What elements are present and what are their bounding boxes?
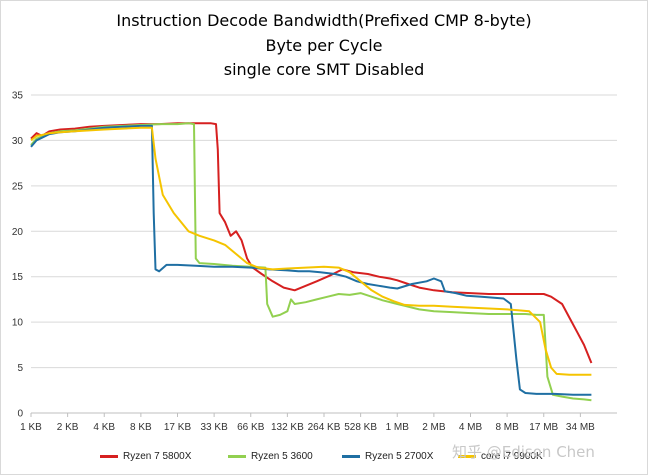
legend-swatch: [342, 454, 360, 458]
x-tick-label: 34 MB: [566, 422, 595, 433]
legend-swatch: [458, 454, 476, 458]
x-tick-label: 66 KB: [237, 422, 265, 433]
watermark: 知乎 @Edison Chen: [452, 443, 595, 461]
x-tick-label: 1 MB: [386, 422, 410, 433]
y-tick-label: 30: [12, 136, 24, 147]
legend-item: core i7 9900K: [458, 446, 543, 466]
x-tick-label: 132 KB: [271, 422, 304, 433]
x-tick-label: 4 KB: [93, 422, 115, 433]
legend-label: Ryzen 5 2700X: [365, 450, 434, 462]
series-line: [30, 124, 592, 396]
legend-item: Ryzen 7 5800X: [100, 446, 191, 466]
x-tick-label: 4 MB: [459, 422, 483, 433]
y-tick-label: 15: [12, 272, 24, 283]
chart-subtitle-config: single core SMT Disabled: [223, 60, 425, 79]
x-tick-label: 33 KB: [201, 422, 229, 433]
x-tick-label: 17 KB: [164, 422, 192, 433]
legend-label: core i7 9900K: [481, 450, 543, 462]
series-line: [30, 122, 592, 402]
chart-legend: Ryzen 7 5800X Ryzen 5 3600 Ryzen 5 2700X co…: [0, 446, 648, 466]
x-tick-label: 8 MB: [495, 422, 519, 433]
series-line: [30, 126, 592, 376]
x-tick-label: 17 MB: [529, 422, 558, 433]
legend-swatch: [228, 454, 246, 458]
y-tick-label: 0: [17, 409, 23, 420]
chart-title: Instruction Decode Bandwidth(Prefixed CM…: [116, 11, 532, 30]
legend-label: Ryzen 7 5800X: [123, 450, 192, 462]
y-tick-label: 5: [17, 363, 23, 374]
chart-subtitle-unit: Byte per Cycle: [265, 36, 383, 55]
x-tick-label: 2 KB: [57, 422, 79, 433]
x-tick-label: 528 KB: [344, 422, 377, 433]
legend-item: Ryzen 5 2700X: [342, 446, 433, 466]
series-line: [30, 122, 593, 364]
y-tick-label: 10: [12, 318, 24, 329]
legend-label: Ryzen 5 3600: [251, 450, 313, 462]
x-tick-label: 264 KB: [308, 422, 341, 433]
legend-item: Ryzen 5 3600: [228, 446, 313, 466]
x-tick-label: 2 MB: [422, 422, 446, 433]
y-tick-label: 20: [12, 227, 24, 238]
legend-swatch: [100, 454, 118, 458]
x-tick-label: 8 KB: [130, 422, 152, 433]
y-tick-label: 25: [12, 181, 24, 192]
x-tick-label: 1 KB: [20, 422, 42, 433]
y-tick-label: 35: [12, 91, 24, 102]
